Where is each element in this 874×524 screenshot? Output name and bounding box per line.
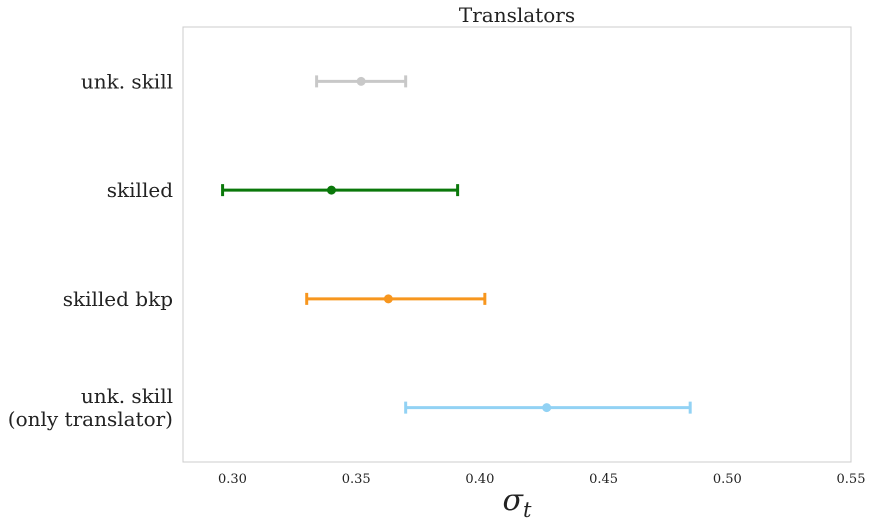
x-tick-label: 0.55	[837, 472, 866, 487]
y-tick-label: unk. skill	[81, 69, 173, 93]
x-tick-label: 0.30	[218, 472, 247, 487]
y-tick-label: skilled bkp	[63, 287, 173, 311]
x-tick-label: 0.40	[465, 472, 494, 487]
point	[383, 294, 393, 304]
plot-frame	[182, 26, 852, 463]
point	[326, 185, 336, 195]
point	[542, 403, 552, 413]
x-tick-label: 0.35	[342, 472, 371, 487]
y-tick-label: skilled	[107, 178, 173, 202]
y-tick-label: unk. skill (only translator)	[8, 384, 173, 431]
point	[356, 76, 366, 86]
x-tick-label: 0.45	[589, 472, 618, 487]
x-axis-label: σt	[503, 483, 532, 522]
chart-title: Translators	[459, 3, 575, 27]
x-tick-label: 0.50	[713, 472, 742, 487]
